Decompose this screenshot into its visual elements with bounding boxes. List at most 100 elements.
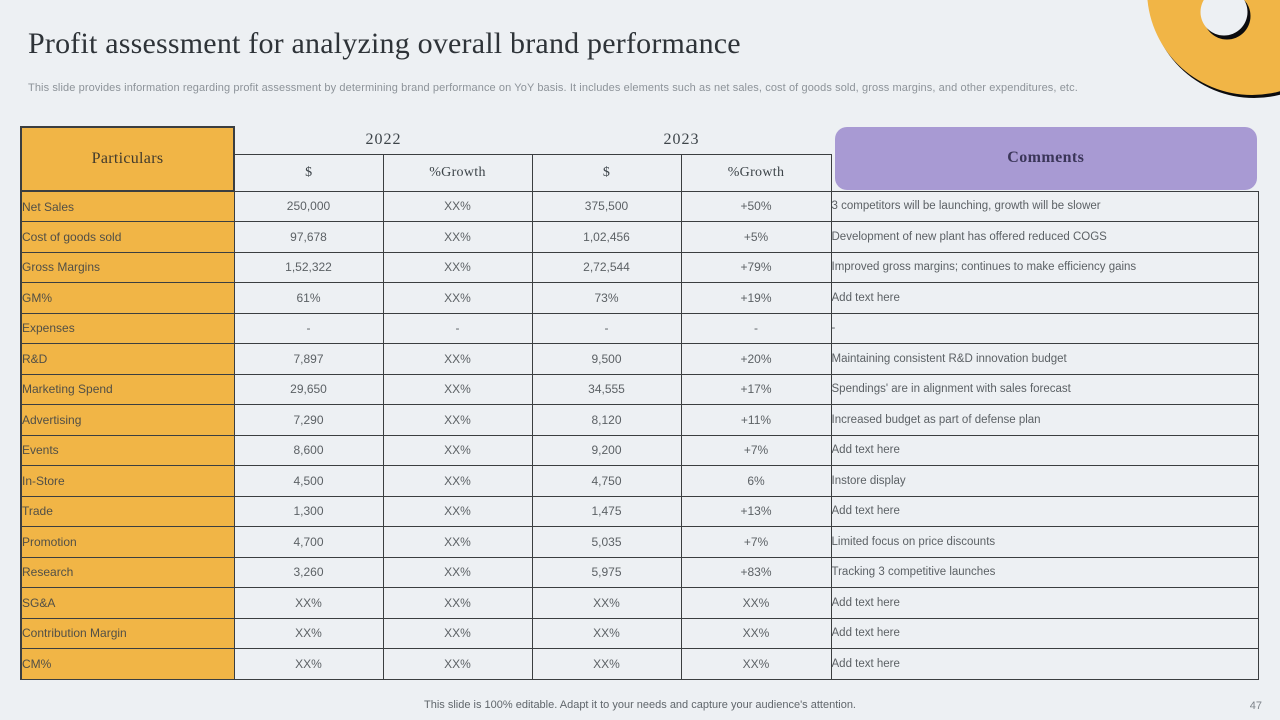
table-row: R&D 7,897 XX% 9,500 +20% Maintaining consiste… (20, 343, 1259, 375)
cell-2023-growth: +5% (680, 221, 832, 253)
cell-2022-growth: XX% (382, 373, 533, 405)
cell-2023-dollar: 375,500 (531, 190, 682, 222)
cell-2023-dollar: 5,975 (531, 556, 682, 588)
table-row: Advertising 7,290 XX% 8,120 +11% Increased bu… (20, 404, 1259, 436)
cell-2023-dollar: XX% (531, 648, 682, 680)
cell-comment: Maintaining consistent R&D innovation bu… (830, 343, 1259, 375)
slide-subtitle: This slide provides information regardin… (28, 82, 1078, 94)
table-header-row-sub: $ %Growth $ %Growth (21, 153, 1258, 192)
row-label: SG&A (20, 587, 235, 619)
cell-2023-growth: +79% (680, 251, 832, 283)
page-title: Profit assessment for analyzing overall … (28, 27, 741, 60)
col-2022-dollar-header: $ (233, 153, 384, 192)
cell-2023-dollar: XX% (531, 587, 682, 619)
cell-2023-dollar: 34,555 (531, 373, 682, 405)
cell-2023-growth: +7% (680, 434, 832, 466)
cell-2023-growth: XX% (680, 617, 832, 649)
row-label: GM% (20, 282, 235, 314)
year-2023-header: 2023 (663, 131, 700, 149)
page-number: 47 (1249, 700, 1262, 712)
cell-2022-growth: XX% (382, 587, 533, 619)
cell-2023-dollar: XX% (531, 617, 682, 649)
table-row: GM% 61% XX% 73% +19% Add text here (20, 282, 1259, 314)
table-row: Events 8,600 XX% 9,200 +7% Add text here (20, 434, 1259, 466)
cell-comment: Instore display (830, 465, 1259, 497)
cell-2023-growth: - (680, 312, 832, 344)
cell-2022-dollar: 8,600 (233, 434, 384, 466)
cell-2022-dollar: 4,500 (233, 465, 384, 497)
cell-comment: - (830, 312, 1259, 344)
cell-2023-dollar: 5,035 (531, 526, 682, 558)
cell-2022-growth: XX% (382, 556, 533, 588)
cell-2022-growth: XX% (382, 190, 533, 222)
cell-comment: 3 competitors will be launching, growth … (830, 190, 1259, 222)
footer-note: This slide is 100% editable. Adapt it to… (424, 699, 856, 711)
table-row: Trade 1,300 XX% 1,475 +13% Add text here (20, 495, 1259, 527)
col-2023-growth-header: %Growth (680, 153, 832, 192)
cell-2023-growth: +19% (680, 282, 832, 314)
cell-2023-dollar: 1,02,456 (531, 221, 682, 253)
cell-2022-dollar: XX% (233, 617, 384, 649)
cell-comment: Spendings' are in alignment with sales f… (830, 373, 1259, 405)
cell-2022-dollar: XX% (233, 587, 384, 619)
year-2022-header: 2022 (365, 131, 402, 149)
comments-header-pill: Comments (834, 127, 1257, 190)
cell-2022-dollar: 1,300 (233, 495, 384, 527)
comments-header: Comments (831, 127, 1258, 191)
cell-2022-dollar: 250,000 (233, 190, 384, 222)
cell-comment: Add text here (830, 282, 1259, 314)
cell-comment: Add text here (830, 617, 1259, 649)
cell-2022-growth: - (382, 312, 533, 344)
row-label: Research (20, 556, 235, 588)
cell-2022-dollar: 3,260 (233, 556, 384, 588)
cell-2022-growth: XX% (382, 617, 533, 649)
cell-2022-growth: XX% (382, 404, 533, 436)
row-label: Marketing Spend (20, 373, 235, 405)
table-row: Marketing Spend 29,650 XX% 34,555 +17% Spendi… (20, 373, 1259, 405)
table-body: Net Sales 250,000 XX% 375,500 +50% 3 competit… (20, 190, 1259, 680)
cell-2022-dollar: 1,52,322 (233, 251, 384, 283)
table-row: SG&A XX% XX% XX% XX% Add text here (20, 587, 1259, 619)
row-label: Contribution Margin (20, 617, 235, 649)
table-row: Research 3,260 XX% 5,975 +83% Tracking 3 comp… (20, 556, 1259, 588)
table-row: Promotion 4,700 XX% 5,035 +7% Limited focus o… (20, 526, 1259, 558)
row-label: CM% (20, 648, 235, 680)
cell-2023-dollar: 73% (531, 282, 682, 314)
cell-2023-growth: +7% (680, 526, 832, 558)
col-2023-dollar-header: $ (531, 153, 682, 192)
row-label: In-Store (20, 465, 235, 497)
cell-2023-growth: +11% (680, 404, 832, 436)
cell-2022-dollar: 61% (233, 282, 384, 314)
table-header-row-years: Particulars 2022 2023 Comments (20, 126, 1258, 192)
cell-comment: Increased budget as part of defense plan (830, 404, 1259, 436)
row-label: R&D (20, 343, 235, 375)
cell-2022-growth: XX% (382, 282, 533, 314)
cell-comment: Add text here (830, 495, 1259, 527)
row-label: Net Sales (20, 190, 235, 222)
cell-2023-dollar: 4,750 (531, 465, 682, 497)
cell-2023-dollar: 8,120 (531, 404, 682, 436)
table-row: Cost of goods sold 97,678 XX% 1,02,456 +5% De… (20, 221, 1259, 253)
cell-comment: Tracking 3 competitive launches (830, 556, 1259, 588)
profit-assessment-table: Particulars 2022 2023 Comments $ %Growth… (20, 126, 1259, 680)
cell-comment: Development of new plant has offered red… (830, 221, 1259, 253)
cell-2023-dollar: 1,475 (531, 495, 682, 527)
cell-2023-growth: +83% (680, 556, 832, 588)
cell-comment: Add text here (830, 648, 1259, 680)
table-row: CM% XX% XX% XX% XX% Add text here (20, 648, 1259, 680)
row-label: Expenses (20, 312, 235, 344)
cell-2022-dollar: XX% (233, 648, 384, 680)
row-label: Events (20, 434, 235, 466)
cell-2023-growth: +13% (680, 495, 832, 527)
cell-2023-growth: 6% (680, 465, 832, 497)
cell-2022-growth: XX% (382, 251, 533, 283)
cell-2022-growth: XX% (382, 221, 533, 253)
cell-2022-growth: XX% (382, 648, 533, 680)
cell-2023-dollar: - (531, 312, 682, 344)
cell-2023-dollar: 2,72,544 (531, 251, 682, 283)
cell-2023-growth: +50% (680, 190, 832, 222)
table-row: In-Store 4,500 XX% 4,750 6% Instore display (20, 465, 1259, 497)
cell-2023-growth: +17% (680, 373, 832, 405)
cell-2022-dollar: 29,650 (233, 373, 384, 405)
